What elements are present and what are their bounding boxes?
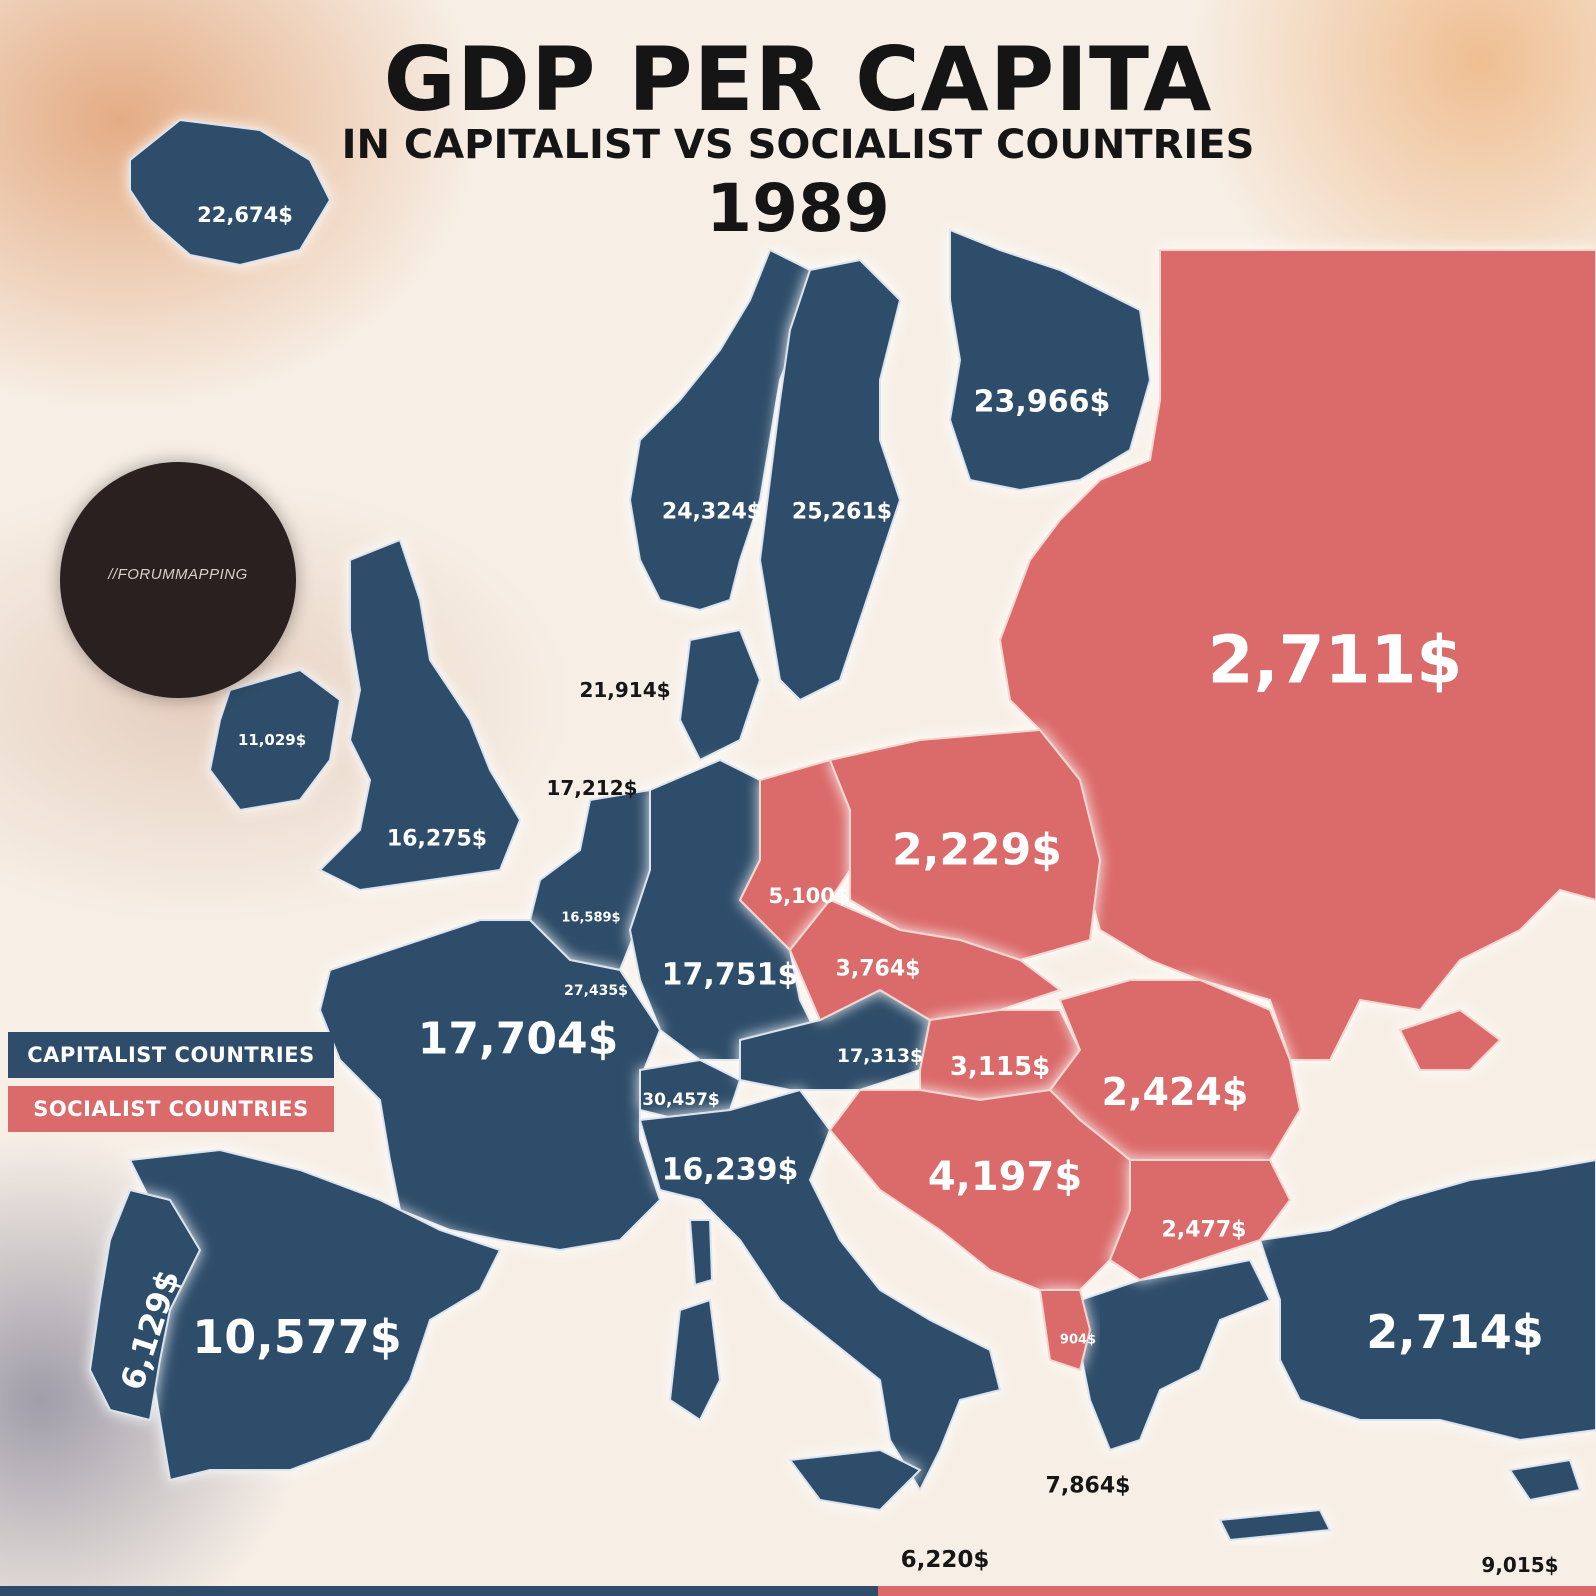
legend-capitalist: CAPITALIST COUNTRIES [8, 1032, 334, 1078]
label-switzerland: 30,457$ [642, 1090, 720, 1110]
label-ussr: 2,711$ [1207, 621, 1463, 699]
corsica-shape [688, 1219, 714, 1287]
greece-shape [1079, 1258, 1272, 1452]
label-norway: 24,324$ [661, 499, 763, 525]
sardinia-shape [668, 1298, 722, 1422]
turkey-shape [1258, 1158, 1596, 1442]
czechoslovakia-shape [788, 898, 1063, 1022]
label-belgium: 16,589$ [561, 910, 621, 926]
label-yugoslavia: 4,197$ [927, 1154, 1083, 1200]
label-luxembourg: 27,435$ [564, 983, 628, 999]
label-albania: 904$ [1059, 1332, 1097, 1348]
forummapping-logo: //FORUMMAPPING [60, 462, 296, 698]
ireland-shape [208, 668, 342, 812]
label-netherlands: 17,212$ [546, 776, 638, 800]
label-ireland: 11,029$ [237, 731, 307, 749]
map-subtitle: IN CAPITALIST VS SOCIALIST COUNTRIES [341, 122, 1255, 168]
uk-shape [318, 538, 522, 892]
iceland-shape [129, 118, 332, 267]
italy-shape [638, 1088, 1002, 1493]
denmark-shape [678, 628, 762, 762]
label-uk: 16,275$ [386, 826, 488, 852]
label-iceland: 22,674$ [197, 203, 293, 227]
portugal-shape [88, 1188, 202, 1422]
label-greece: 7,864$ [1045, 1473, 1131, 1499]
label-czechoslovakia: 3,764$ [835, 956, 921, 982]
france-shape [318, 919, 662, 1252]
cyprus-shape [1508, 1458, 1582, 1502]
label-bulgaria: 2,477$ [1161, 1217, 1247, 1243]
label-spain: 10,577$ [192, 1310, 402, 1364]
legend-socialist: SOCIALIST COUNTRIES [8, 1086, 334, 1132]
bottom-color-bar [0, 1586, 1596, 1596]
ussr-region [998, 249, 1596, 1061]
label-poland: 2,229$ [892, 824, 1062, 876]
sweden-shape [758, 258, 902, 702]
label-denmark: 21,914$ [579, 678, 671, 702]
label-sweden: 25,261$ [791, 499, 893, 525]
logo-text: //FORUMMAPPING [108, 566, 248, 583]
label-austria: 17,313$ [836, 1045, 924, 1067]
label-italy: 16,239$ [661, 1152, 799, 1188]
albania-shape [1038, 1289, 1092, 1372]
crimea-region [1398, 1008, 1502, 1071]
map-title: GDP PER CAPITA [383, 28, 1213, 131]
label-hungary: 3,115$ [949, 1052, 1051, 1082]
label-romania: 2,424$ [1101, 1070, 1249, 1114]
label-east-germany: 5,100$ [768, 884, 850, 908]
label-cyprus: 9,015$ [1481, 1553, 1559, 1577]
sicily-shape [788, 1448, 922, 1512]
finland-shape [948, 228, 1152, 492]
label-west-germany: 17,751$ [661, 957, 799, 993]
map-year: 1989 [706, 170, 890, 247]
label-malta: 6,220$ [900, 1547, 990, 1573]
label-finland: 23,966$ [973, 384, 1111, 420]
bulgaria-shape [1108, 1159, 1292, 1282]
poland-shape [828, 728, 1102, 962]
label-turkey: 2,714$ [1366, 1305, 1544, 1359]
label-france: 17,704$ [417, 1013, 619, 1065]
crete-shape [1218, 1508, 1332, 1542]
